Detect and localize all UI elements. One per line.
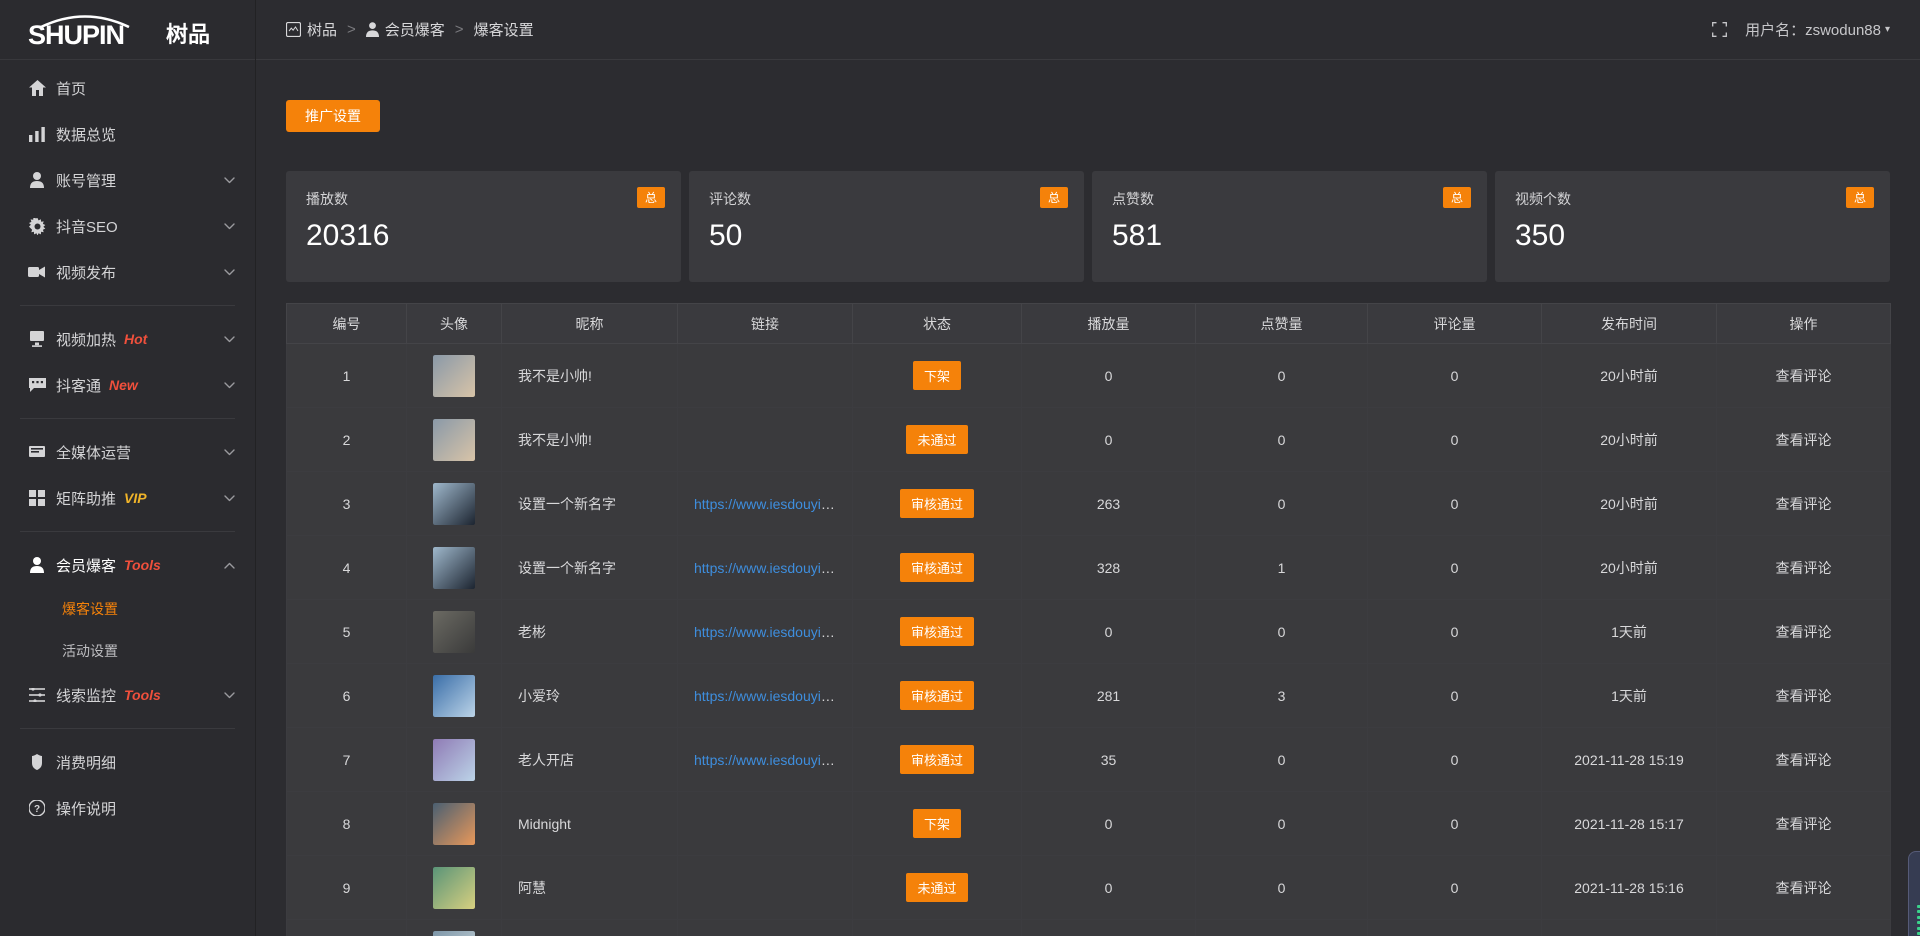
svg-text:SHUPIN: SHUPIN [28,20,124,47]
svg-text:树品: 树品 [166,22,210,47]
svg-text:?: ? [34,804,40,815]
